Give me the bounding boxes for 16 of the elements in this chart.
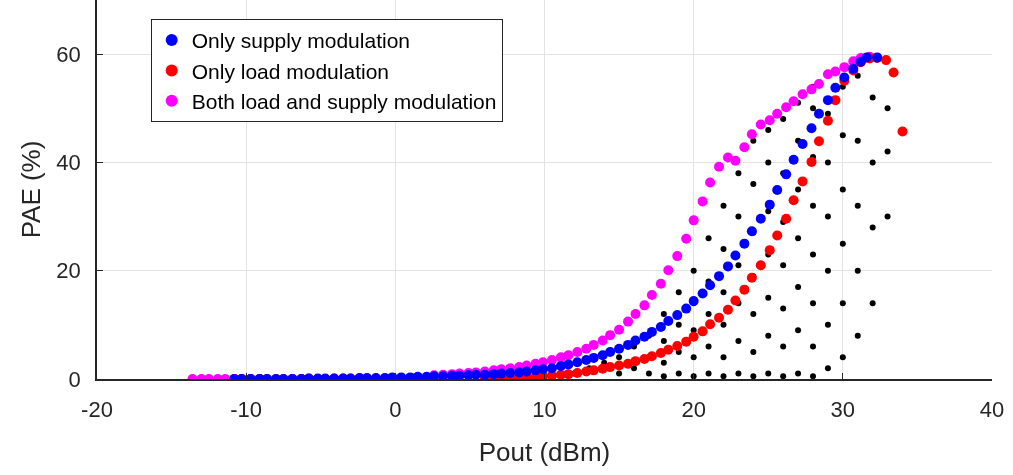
y-tick-label: 40	[56, 150, 81, 176]
legend-label: Both load and supply modulation	[191, 89, 497, 113]
legend-label: Only supply modulation	[191, 29, 410, 53]
y-tick-label: 0	[68, 366, 81, 392]
x-tick-label: 0	[389, 397, 402, 423]
y-tick-label: 20	[56, 258, 81, 284]
legend-label: Only load modulation	[191, 59, 389, 83]
x-axis-title: Pout (dBm)	[478, 437, 611, 468]
x-tick-label: 10	[532, 397, 557, 423]
x-tick-label: 30	[830, 397, 856, 423]
x-tick-label: 40	[979, 397, 1005, 423]
x-tick-label: -20	[81, 397, 113, 423]
x-tick-label: 20	[681, 397, 706, 423]
y-axis-title: PAE (%)	[16, 140, 47, 239]
y-tick-label: 60	[56, 41, 81, 67]
x-tick-label: -10	[230, 397, 263, 423]
